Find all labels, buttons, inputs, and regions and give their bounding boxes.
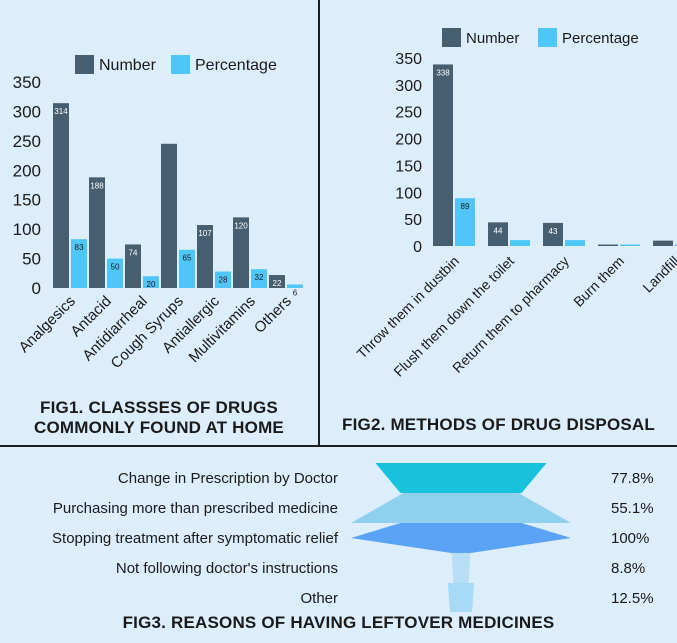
fig2-bar-percentage [620, 244, 640, 246]
fig2-category-label: Landfill [639, 253, 677, 296]
fig1-bar-number [125, 244, 141, 288]
fig2-legend-label-number: Number [466, 30, 519, 47]
fig1-ytick-label: 150 [13, 191, 41, 210]
fig2-data-label: 43 [549, 227, 558, 236]
fig3-funnel-segment [351, 523, 571, 553]
fig2-category-label: Throw them in dustbin [353, 253, 462, 362]
fig2-category-label: Return them to pharmacy [449, 253, 572, 376]
vertical-divider [318, 0, 320, 446]
fig3-value-label: 8.8% [611, 560, 645, 577]
fig1-data-label: 74 [129, 248, 138, 257]
fig1-data-label: 32 [255, 273, 264, 282]
fig2-bar-percentage [565, 240, 585, 246]
fig2-legend-label-percentage: Percentage [562, 30, 639, 47]
fig2-legend-swatch-number [442, 28, 461, 47]
fig2-data-label: 89 [461, 202, 470, 211]
fig2-chart: 0 50 100 150 200 250 300 350 Number Percentage 338… [353, 28, 677, 380]
fig1-data-label: 120 [234, 221, 248, 230]
fig1-legend-label-number: Number [99, 57, 157, 74]
fig1-category-label: Others [251, 293, 295, 337]
fig2-category-label: Burn them [570, 253, 627, 310]
fig1-legend-swatch-number [75, 55, 94, 74]
fig1-legend-swatch-percentage [171, 55, 190, 74]
fig2-ytick-label: 250 [395, 105, 422, 122]
fig1-data-label: 28 [219, 276, 228, 285]
fig1-bar-number [233, 217, 249, 288]
fig2-ytick-label: 100 [395, 185, 422, 202]
fig1-data-label: 188 [90, 181, 104, 190]
fig2-bar-number [543, 222, 563, 246]
fig3-value-label: 100% [611, 530, 649, 547]
fig1-ytick-label: 100 [13, 220, 41, 239]
fig3-category-label: Change in Prescription by Doctor [118, 470, 338, 487]
fig1-bar-number [197, 225, 213, 288]
fig1-title-line2: COMMONLY FOUND AT HOME [34, 418, 284, 437]
fig3-value-label: 55.1% [611, 500, 654, 517]
fig3-panel: Change in Prescription by Doctor 77.8% Pur… [0, 447, 677, 643]
fig1-ytick-label: 300 [13, 102, 41, 121]
fig1-bar-percentage [287, 284, 303, 288]
fig1-data-label: 314 [54, 107, 68, 116]
fig1-data-label: 65 [183, 254, 192, 263]
fig3-category-label: Not following doctor's instructions [116, 560, 338, 577]
fig3-funnel-segment [451, 553, 471, 583]
fig1-data-label: 50 [111, 263, 120, 272]
fig2-ytick-label: 150 [395, 158, 422, 175]
fig1-bar-percentage [71, 239, 87, 288]
fig1-chart: 0 50 100 150 200 250 300 350 Number Percentage 314… [13, 55, 303, 372]
fig3-value-label: 77.8% [611, 470, 654, 487]
fig1-bar-number [89, 177, 105, 288]
fig2-bar-number [653, 240, 673, 246]
fig2-ytick-label: 200 [395, 132, 422, 149]
fig1-data-label: 107 [198, 229, 212, 238]
fig1-bar-percentage [143, 276, 159, 288]
fig1-data-label: 22 [273, 279, 282, 288]
fig3-funnel-segment [447, 583, 475, 613]
fig1-bar-percentage [179, 249, 195, 288]
fig1-bar-percentage [251, 269, 267, 288]
fig1-bar-percentage [107, 258, 123, 288]
fig2-legend-swatch-percentage [538, 28, 557, 47]
fig1-ytick-label: 250 [13, 132, 41, 151]
fig2-bar-number [598, 244, 618, 246]
fig1-category-label: Analgesics [16, 293, 79, 356]
fig1-bar-number [161, 143, 177, 288]
fig1-data-label: 83 [75, 243, 84, 252]
fig3-title: FIG3. REASONS OF HAVING LEFTOVER MEDICIN… [122, 613, 555, 632]
fig3-category-label: Stopping treatment after symptomatic rel… [52, 530, 339, 547]
fig1-bar-number [269, 275, 285, 288]
fig1-title-line1: FIG1. CLASSSES OF DRUGS [40, 398, 278, 417]
fig3-funnel-chart: Change in Prescription by Doctor 77.8% Pur… [52, 463, 654, 613]
fig3-category-label: Other [300, 590, 338, 607]
fig3-funnel-segment [375, 463, 547, 493]
fig1-ytick-label: 350 [13, 73, 41, 92]
fig1-ytick-label: 0 [32, 279, 41, 298]
fig1-bar-percentage [215, 271, 231, 288]
fig2-ytick-label: 300 [395, 78, 422, 95]
fig3-value-label: 12.5% [611, 590, 654, 607]
fig2-bar-percentage [455, 198, 475, 246]
fig2-bar-percentage [675, 244, 677, 246]
fig2-ytick-label: 0 [413, 239, 422, 256]
fig1-bar-number [53, 103, 69, 288]
fig2-ytick-label: 50 [404, 212, 422, 229]
fig3-funnel-segment [351, 493, 571, 523]
fig2-bar-percentage [510, 240, 530, 246]
fig2-title: FIG2. METHODS OF DRUG DISPOSAL [342, 415, 655, 434]
horizontal-divider [0, 445, 677, 447]
fig1-ytick-label: 200 [13, 161, 41, 180]
fig3-category-label: Purchasing more than prescribed medicine [53, 500, 338, 517]
fig2-ytick-label: 350 [395, 51, 422, 68]
fig1-ytick-label: 50 [22, 250, 41, 269]
fig2-data-label: 338 [436, 68, 450, 77]
fig2-bar-number [488, 222, 508, 246]
fig1-data-label: 20 [147, 280, 156, 289]
fig1-title: FIG1. CLASSSES OF DRUGS COMMONLY FOUND A… [0, 398, 318, 438]
fig2-panel: 0 50 100 150 200 250 300 350 Number Percentage 338… [320, 0, 677, 445]
fig1-legend-label-percentage: Percentage [195, 57, 277, 74]
fig1-panel: 0 50 100 150 200 250 300 350 Number Percentage 314… [0, 0, 318, 445]
fig2-data-label: 44 [494, 226, 503, 235]
fig2-bar-number [433, 64, 453, 247]
fig1-data-label: 6 [293, 288, 298, 297]
